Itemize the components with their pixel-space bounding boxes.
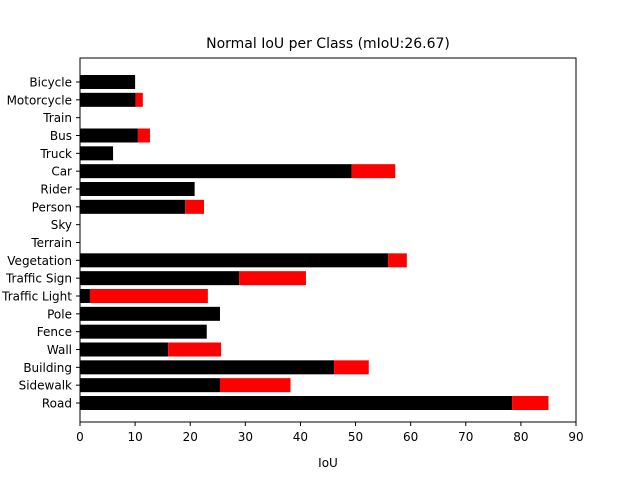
y-tick-label-bicycle: Bicycle [29, 76, 72, 90]
y-tick-label-sky: Sky [51, 218, 72, 232]
y-tick-label-terrain: Terrain [30, 236, 72, 250]
bar-traffic-light-series-1 [89, 289, 208, 303]
x-tick-label: 70 [458, 430, 473, 444]
bars-group [80, 75, 549, 410]
x-tick-label: 60 [403, 430, 418, 444]
y-tick-label-train: Train [42, 111, 72, 125]
bar-sidewalk-series-0 [80, 378, 220, 393]
bar-building-series-0 [80, 360, 335, 375]
x-tick-label: 40 [293, 430, 308, 444]
y-tick-label-motorcycle: Motorcycle [7, 93, 72, 107]
bar-vegetation-series-1 [388, 253, 407, 268]
y-tick-label-bus: Bus [50, 129, 72, 143]
x-tick-label: 90 [568, 430, 583, 444]
plot-frame [79, 57, 577, 423]
bar-truck-series-0 [80, 146, 114, 161]
x-axis-ticks: 0 10 20 30 40 50 60 70 80 90 [76, 422, 584, 444]
y-tick-label-road: Road [42, 397, 72, 411]
x-tick-label: 80 [513, 430, 528, 444]
x-tick-label: 50 [348, 430, 363, 444]
x-tick-label: 0 [76, 430, 84, 444]
bar-road-series-0 [80, 396, 513, 410]
y-tick-label-building: Building [23, 361, 72, 375]
bar-wall-series-1 [168, 342, 222, 357]
x-tick-label: 30 [238, 430, 253, 444]
y-tick-label-pole: Pole [47, 307, 72, 321]
bar-building-series-1 [334, 360, 369, 375]
y-tick-label-rider: Rider [40, 183, 72, 197]
bar-motorcycle-series-0 [80, 92, 136, 107]
y-axis-ticks: Road Sidewalk Building Wall Fence Pole Traffic… [1, 76, 80, 411]
bar-rider-series-0 [80, 182, 195, 196]
y-tick-label-wall: Wall [47, 343, 72, 357]
bar-car-series-0 [80, 164, 352, 179]
bar-traffic-sign-series-0 [80, 271, 240, 286]
y-tick-label-traffic-light: Traffic Light [1, 290, 72, 304]
bar-bicycle-series-0 [80, 75, 136, 89]
chart-title: Normal IoU per Class (mIoU:26.67) [206, 36, 450, 52]
y-tick-label-vegetation: Vegetation [7, 254, 72, 268]
bar-wall-series-0 [80, 342, 169, 357]
bar-traffic-sign-series-1 [239, 271, 306, 286]
bar-motorcycle-series-1 [135, 92, 143, 107]
y-tick-label-truck: Truck [39, 147, 72, 161]
bar-traffic-light-series-0 [80, 289, 90, 303]
y-tick-label-fence: Fence [37, 325, 72, 339]
bar-pole-series-0 [80, 306, 220, 321]
bar-person-series-1 [185, 199, 204, 214]
y-tick-label-traffic-sign: Traffic Sign [5, 272, 72, 286]
y-tick-label-car: Car [51, 165, 72, 179]
bar-road-series-1 [512, 396, 549, 410]
bar-fence-series-0 [80, 324, 207, 339]
bar-car-series-1 [351, 164, 396, 179]
bar-sidewalk-series-1 [219, 378, 291, 393]
x-tick-label: 10 [127, 430, 142, 444]
y-tick-label-sidewalk: Sidewalk [19, 379, 72, 393]
bar-bus-series-0 [80, 128, 138, 143]
bar-person-series-0 [80, 199, 186, 214]
x-axis-label: IoU [318, 456, 338, 470]
x-tick-label: 20 [183, 430, 198, 444]
bar-bus-series-1 [137, 128, 150, 143]
bar-vegetation-series-0 [80, 253, 389, 268]
y-tick-label-person: Person [32, 200, 72, 214]
